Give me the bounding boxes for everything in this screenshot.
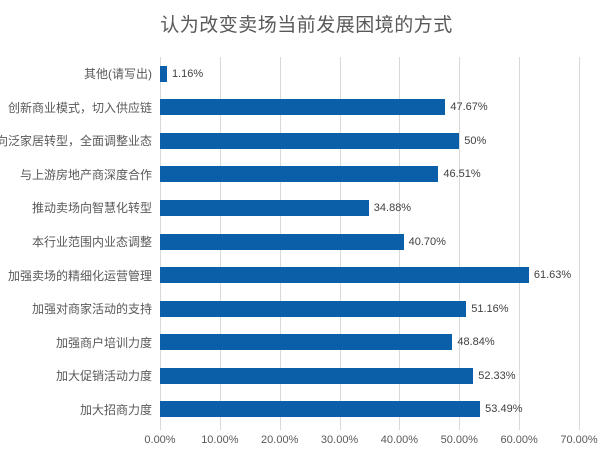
bar-row: 51.16%	[160, 292, 579, 326]
bar-row: 46.51%	[160, 158, 579, 192]
value-label: 48.84%	[457, 336, 495, 349]
axis-tick	[399, 426, 401, 430]
x-axis-label: 10.00%	[201, 434, 239, 446]
bar-row: 40.70%	[160, 225, 579, 259]
category-label: 加大促销活动力度	[55, 369, 152, 384]
axis-tick	[339, 426, 341, 430]
category-label: 创新商业模式，切入供应链	[7, 100, 152, 115]
x-axis-label: 30.00%	[320, 434, 359, 446]
category-label: 推动卖场向智慧化转型	[31, 201, 152, 216]
bar-row: 50%	[160, 124, 579, 158]
axis-tick	[459, 426, 461, 430]
category-label: 加大招商力度	[79, 402, 152, 417]
category-label: 加强商户培训力度	[55, 335, 152, 350]
value-label: 47.67%	[450, 101, 488, 114]
bar	[160, 199, 369, 216]
bar	[160, 401, 481, 418]
bar	[160, 367, 474, 384]
bar	[160, 99, 446, 116]
gridline	[579, 57, 580, 426]
category-label: 加强对商家活动的支持	[31, 302, 152, 317]
x-axis-label: 20.00%	[261, 434, 299, 446]
x-axis-label: 40.00%	[380, 434, 419, 446]
bar-row: 52.33%	[160, 359, 579, 393]
category-label: 其他(请写出)	[84, 67, 152, 82]
value-label: 52.33%	[478, 369, 516, 382]
category-label: 向泛家居转型，全面调整业态	[0, 134, 152, 149]
bar	[160, 334, 453, 351]
value-label: 61.63%	[533, 269, 572, 282]
bar	[160, 166, 439, 183]
axis-tick	[519, 426, 521, 430]
value-label: 40.70%	[408, 235, 446, 248]
bar	[160, 132, 460, 149]
gridline	[459, 57, 461, 426]
bar-row: 1.16%	[160, 57, 579, 91]
axis-tick	[579, 426, 580, 430]
x-axis-label: 50.00%	[440, 434, 478, 446]
value-label: 1.16%	[171, 67, 204, 80]
axis-tick	[160, 426, 161, 430]
plot-area: 1.16% 47.67% 50% 46.51% 34.88% 40.70% 61.63% 51…	[160, 57, 580, 426]
bar-row: 61.63%	[160, 258, 579, 292]
category-axis: 其他(请写出) 创新商业模式，切入供应链向泛家居转型，全面调整业态与上游房地产商深…	[0, 57, 152, 426]
x-axis-label: 70.00%	[560, 434, 598, 446]
bar	[160, 300, 467, 317]
value-label: 46.51%	[443, 168, 481, 181]
x-axis: 0.00% 10.00% 20.00% 30.00% 40.00% 50.00% 60.00…	[144, 426, 598, 454]
axis-tick	[219, 426, 221, 430]
category-label: 本行业范围内业态调整	[31, 235, 152, 249]
category-label: 与上游房地产商深度合作	[19, 167, 152, 182]
chart-title: 认为改变卖场当前发展困境的方式	[160, 15, 453, 36]
bar-row: 47.67%	[160, 91, 579, 125]
bar-row: 34.88%	[160, 191, 579, 225]
value-label: 50%	[464, 134, 487, 147]
bar-rows: 1.16% 47.67% 50% 46.51% 34.88% 40.70% 61.63% 51…	[160, 57, 579, 426]
gridline	[519, 57, 521, 426]
value-label: 34.88%	[373, 201, 412, 214]
bar	[160, 65, 167, 82]
value-label: 53.49%	[485, 403, 523, 416]
axis-tick	[279, 426, 281, 430]
x-axis-label: 60.00%	[500, 434, 538, 446]
category-label: 加强卖场的精细化运营管理	[7, 268, 152, 283]
x-axis-label: 0.00%	[144, 434, 176, 446]
value-label: 51.16%	[471, 302, 509, 315]
bar-row: 53.49%	[160, 392, 579, 426]
bar	[160, 267, 529, 284]
bar	[160, 233, 404, 250]
bar-row: 48.84%	[160, 325, 579, 359]
